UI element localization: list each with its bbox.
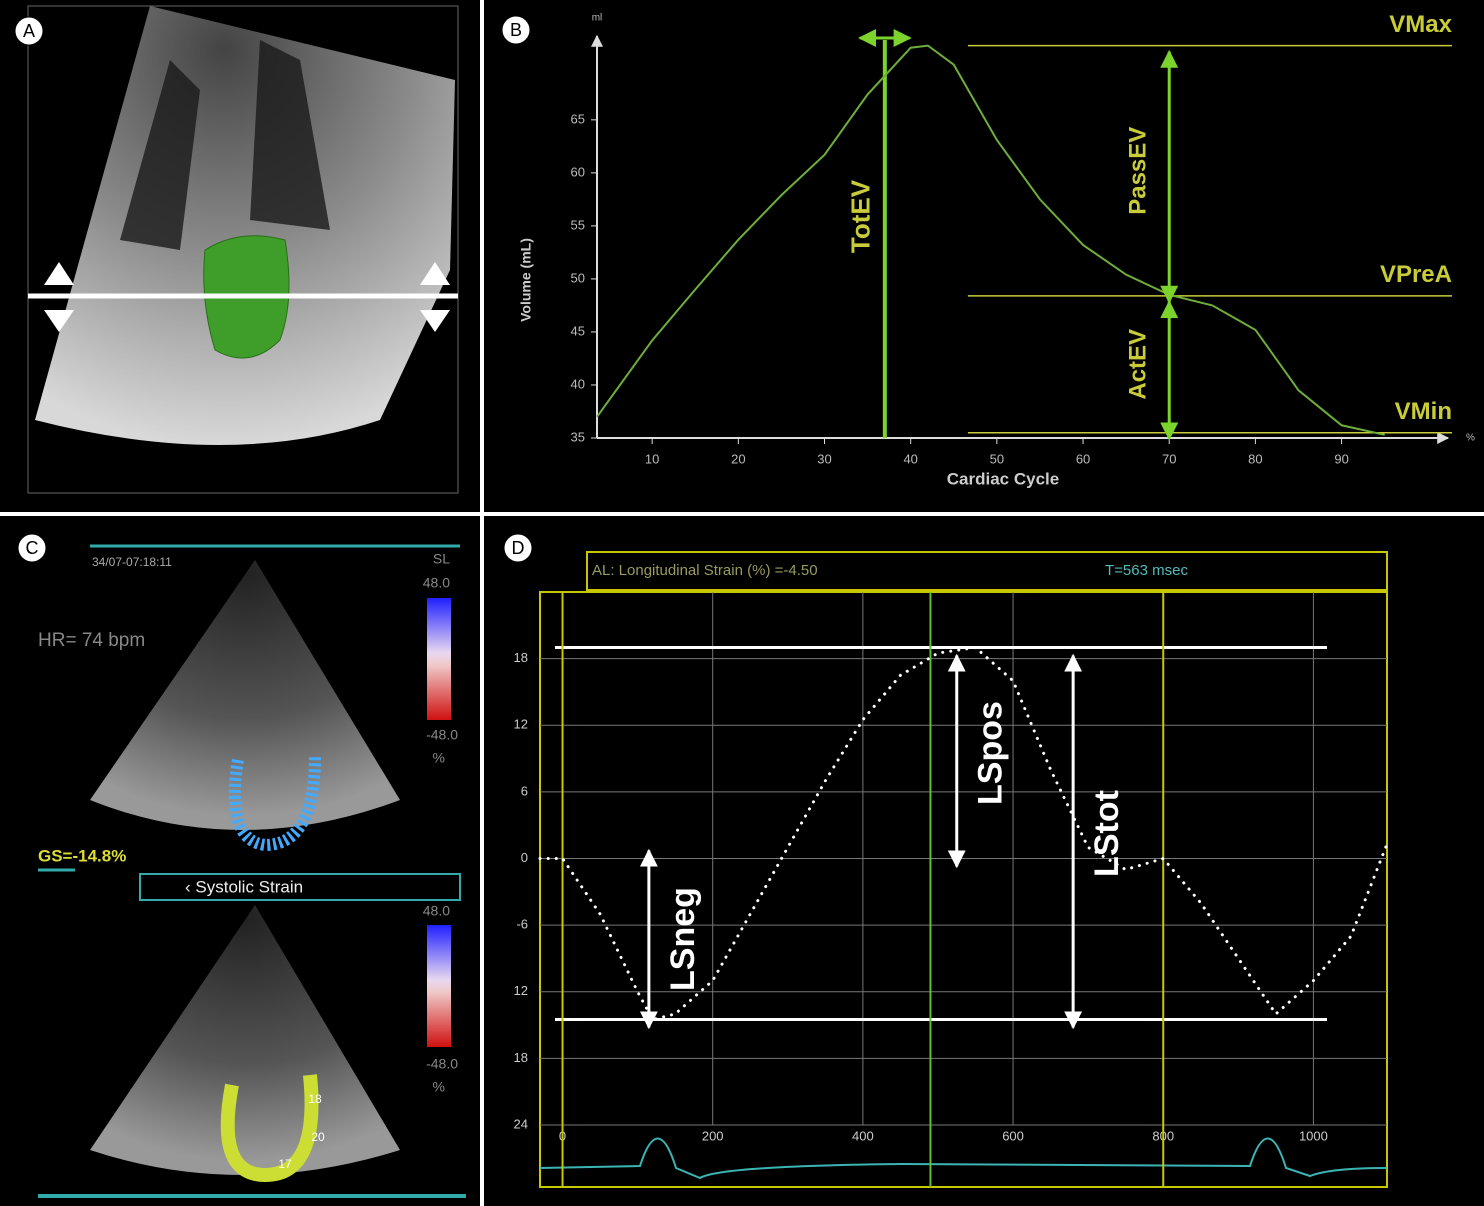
- menu-box: [139, 873, 461, 901]
- panel-label-badge: [17, 533, 47, 563]
- color-bar: [427, 598, 451, 720]
- x-tick-label: 60: [1076, 451, 1090, 466]
- segment-value: 20: [311, 1130, 325, 1144]
- span-label: PassEV: [1125, 127, 1152, 215]
- panel-b: ml % Volume (mL) Cardiac Cycle B: [484, 0, 1484, 512]
- y-tick-label: 55: [571, 217, 585, 232]
- y-tick-label: 40: [571, 376, 585, 391]
- x-tick-label: 400: [852, 1128, 874, 1143]
- x-axis-label: Cardiac Cycle: [947, 469, 1059, 488]
- panel-label-badge: [501, 15, 531, 45]
- x-tick-label: 90: [1334, 451, 1348, 466]
- panel-label: C: [26, 538, 39, 558]
- panel-label: A: [23, 21, 35, 41]
- panel-c: 34/07-07:18:11 SL 48.0 -48.0 % HR= 74 bp…: [0, 516, 480, 1206]
- span-label: LSneg: [664, 887, 702, 991]
- header-left: AL: Longitudinal Strain (%) =-4.50: [592, 562, 818, 579]
- panel-label: B: [510, 20, 522, 40]
- y-tick-label: 12: [514, 983, 528, 998]
- x-tick-label: 10: [645, 451, 659, 466]
- header-box: [586, 551, 1388, 591]
- y-tick-label: 12: [514, 717, 528, 732]
- x-tick-label: 30: [817, 451, 831, 466]
- ultrasound-sector: [90, 560, 400, 830]
- ultrasound-sector: [35, 6, 455, 445]
- y-tick-label: 60: [571, 164, 585, 179]
- reference-label: VMax: [1389, 11, 1452, 38]
- segment-value: 17: [278, 1157, 292, 1171]
- y-tick-label: -6: [516, 917, 528, 932]
- mode-label: SL: [433, 551, 450, 567]
- heart-rate: HR= 74 bpm: [38, 630, 145, 651]
- global-strain: GS=-14.8%: [38, 846, 126, 865]
- y-tick-label: 65: [571, 111, 585, 126]
- strain-overlay: [220, 1074, 319, 1183]
- frame: [27, 5, 459, 494]
- strain-overlay: [228, 754, 321, 852]
- data-line: [596, 44, 1385, 436]
- x-tick-label: 70: [1162, 451, 1176, 466]
- menu-label: ‹ Systolic Strain: [185, 877, 303, 896]
- header-right: T=563 msec: [1105, 562, 1188, 579]
- y-tick-label: 50: [571, 270, 585, 285]
- ecg-trace: [539, 1137, 1388, 1180]
- x-tick-label: 40: [903, 451, 917, 466]
- reference-label: VPreA: [1380, 261, 1452, 288]
- x-tick-label: 200: [702, 1128, 724, 1143]
- x-tick-label: 20: [731, 451, 745, 466]
- span-label: ActEV: [1125, 329, 1152, 400]
- x-tick-label: 600: [1002, 1128, 1024, 1143]
- span-label: LStot: [1088, 790, 1126, 877]
- panel-label-badge: [14, 16, 44, 46]
- scale-bottom: -48.0: [426, 1056, 458, 1072]
- cavity: [120, 40, 330, 250]
- panel-label: D: [512, 538, 525, 558]
- scale-unit: %: [433, 1079, 445, 1095]
- x-unit: %: [1466, 433, 1475, 444]
- plot-frame: [539, 591, 1388, 1188]
- scale-unit: %: [433, 750, 445, 766]
- span-label: LSpos: [972, 701, 1010, 805]
- y-tick-label: 35: [571, 429, 585, 444]
- panel-d: AL: Longitudinal Strain (%) =-4.50 T=563…: [484, 516, 1484, 1206]
- panel-background: [484, 0, 1484, 512]
- scale-top: 48.0: [423, 903, 450, 919]
- x-tick-label: 80: [1248, 451, 1262, 466]
- panel-label-badge: [503, 533, 533, 563]
- scale-bottom: -48.0: [426, 727, 458, 743]
- y-tick-label: 45: [571, 323, 585, 338]
- vertical-label: TotEV: [846, 179, 876, 253]
- segment-value: 18: [308, 1092, 322, 1106]
- y-axis-label: Volume (mL): [518, 238, 534, 322]
- panel-background: [484, 516, 1484, 1206]
- ultrasound-sector: [90, 905, 400, 1175]
- y-tick-label: 18: [514, 650, 528, 665]
- timestamp: 34/07-07:18:11: [92, 555, 172, 569]
- x-tick-label: 1000: [1299, 1128, 1328, 1143]
- y-tick-label: 0: [521, 850, 528, 865]
- x-tick-label: 50: [990, 451, 1004, 466]
- y-tick-label: 24: [514, 1116, 528, 1131]
- y-tick-label: 6: [521, 783, 528, 798]
- color-bar: [427, 925, 451, 1047]
- y-tick-label: 18: [514, 1050, 528, 1065]
- y-unit: ml: [592, 13, 603, 24]
- reference-label: VMin: [1395, 398, 1452, 425]
- panel-a: A: [0, 0, 480, 512]
- scale-top: 48.0: [423, 575, 450, 591]
